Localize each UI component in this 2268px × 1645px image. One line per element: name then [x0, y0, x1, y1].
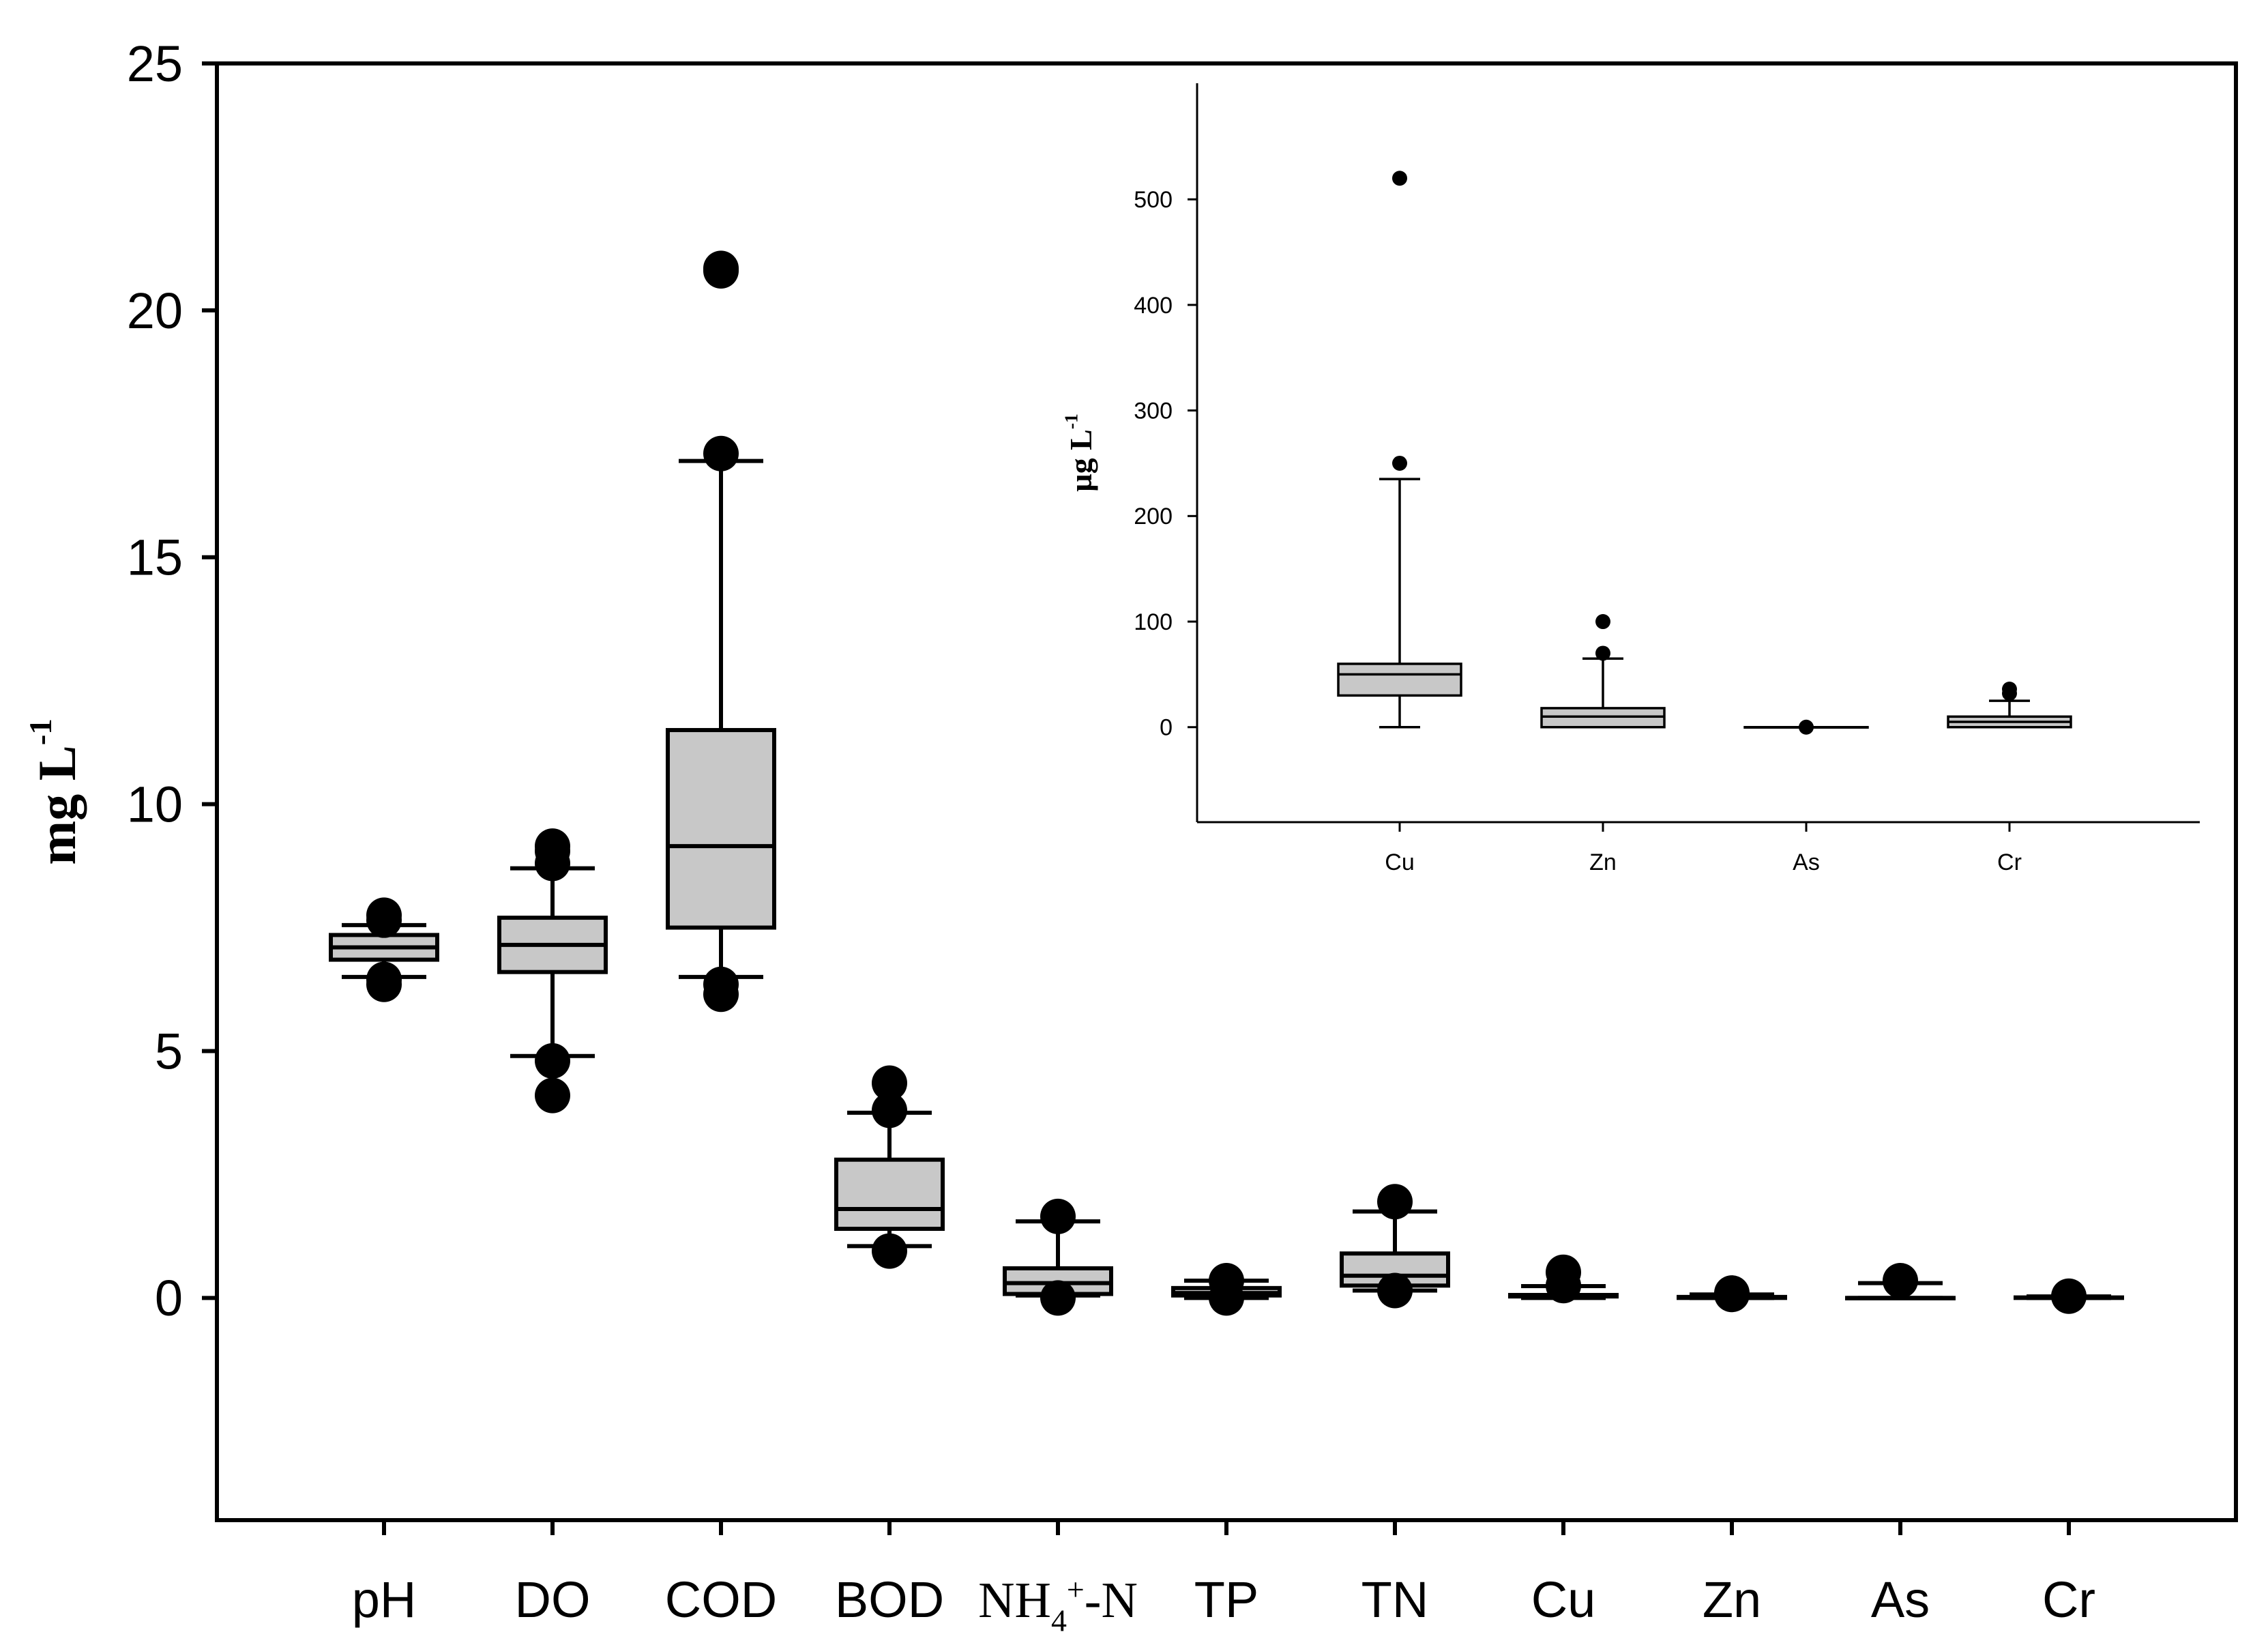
inset-box-as: [1743, 719, 1869, 735]
main-outlier-cod: [703, 966, 739, 1002]
main-outlier-do: [535, 828, 570, 864]
main-outlier-nh4-n: [1040, 1198, 1076, 1234]
inset-box-zn: [1540, 614, 1666, 729]
main-box-cr: [2014, 1278, 2124, 1314]
inset-y-tick-label: 200: [1134, 504, 1173, 529]
main-outlier-bod: [872, 1065, 907, 1101]
inset-outlier-cu: [1392, 171, 1407, 186]
main-outlier-cu: [1546, 1254, 1581, 1290]
main-x-tick-label-tp: TP: [1194, 1571, 1259, 1628]
inset-y-tick-label: 500: [1134, 187, 1173, 213]
inset-y-tick-label: 0: [1160, 715, 1173, 741]
inset-y-tick-label: 100: [1134, 609, 1173, 635]
inset-outlier-cu: [1392, 455, 1407, 471]
main-outlier-cod: [703, 250, 739, 287]
inset-y-tick-label: 400: [1134, 293, 1173, 319]
inset-outlier-zn: [1595, 645, 1610, 661]
inset-x-tick-label-zn: Zn: [1589, 849, 1617, 875]
main-y-tick-label: 0: [155, 1270, 183, 1326]
main-box-ph: [329, 897, 439, 1002]
main-y-tick-label: 25: [127, 35, 183, 92]
main-outlier-ph: [366, 897, 402, 933]
main-x-tick-label-as: As: [1871, 1571, 1930, 1628]
inset-y-axis-label: µg L-1: [1060, 413, 1098, 492]
main-x-tick-label-tn: TN: [1361, 1571, 1429, 1628]
main-outlier-as: [1883, 1262, 1918, 1298]
main-box-tn: [1340, 1184, 1450, 1309]
main-outlier-do: [535, 1077, 570, 1113]
inset-x-tick-label-cu: Cu: [1385, 849, 1414, 875]
main-box-cu: [1508, 1254, 1619, 1304]
main-x-tick-label-ph: pH: [352, 1571, 417, 1628]
inset-outlier-zn: [1595, 614, 1610, 630]
main-x-tick-label-cod: COD: [665, 1571, 777, 1628]
main-box-body-bod: [834, 1157, 945, 1232]
main-x-tick-label-nh-n: NH4+-N: [978, 1572, 1138, 1638]
inset-outlier-cr: [2002, 682, 2017, 697]
main-x-tick-label-bod: BOD: [835, 1571, 944, 1628]
main-outlier-bod: [872, 1092, 907, 1129]
main-y-tick-label: 20: [127, 282, 183, 339]
main-outlier-bod: [872, 1233, 907, 1269]
main-y-tick-label: 5: [155, 1023, 183, 1079]
main-box-do: [497, 828, 608, 1113]
inset-outlier-as: [1799, 719, 1814, 735]
main-outlier-tp: [1209, 1262, 1244, 1298]
main-outlier-tn: [1377, 1184, 1413, 1220]
main-x-tick-label-do: DO: [515, 1571, 591, 1628]
main-box-cod: [666, 250, 776, 1013]
main-outlier-zn: [1714, 1275, 1750, 1311]
main-y-axis-label: mg L-1: [23, 718, 87, 864]
main-y-tick-label: 10: [127, 776, 183, 832]
main-outlier-nh4-n: [1040, 1280, 1076, 1316]
main-outlier-do: [535, 1043, 570, 1079]
main-outlier-ph: [366, 961, 402, 998]
main-outlier-tn: [1377, 1272, 1413, 1309]
main-box-zn: [1677, 1275, 1787, 1313]
main-x-tick-label-zn: Zn: [1703, 1571, 1761, 1628]
main-plot: 0 5 10 15 20 25 mg L-1 pH DO COD BOD NH4+-N TP TN Cu Zn…: [23, 35, 2238, 1638]
main-box-as: [1845, 1262, 1956, 1300]
inset-x-tick-label-cr: Cr: [1997, 849, 2022, 875]
main-y-tick-label: 15: [127, 529, 183, 586]
inset-y-tick-label: 300: [1134, 398, 1173, 424]
main-box-tp: [1171, 1262, 1282, 1316]
main-x-tick-label-cu: Cu: [1531, 1571, 1596, 1628]
main-box-bod: [834, 1065, 945, 1269]
inset-x-tick-label-as: As: [1793, 849, 1820, 875]
inset-plot: 0 100 200 300 400 500 µg L-1 Cu Zn As Cr: [1060, 83, 2200, 875]
inset-box-cu: [1337, 171, 1462, 729]
main-x-tick-label-cr: Cr: [2042, 1571, 2095, 1628]
inset-box-cr: [1947, 682, 2072, 729]
main-box-nh4-n: [1003, 1198, 1113, 1316]
main-box-body-cod: [666, 728, 776, 930]
main-outlier-cod: [703, 435, 739, 471]
inset-box-body-cu: [1337, 663, 1462, 697]
main-outlier-cr: [2051, 1278, 2087, 1314]
